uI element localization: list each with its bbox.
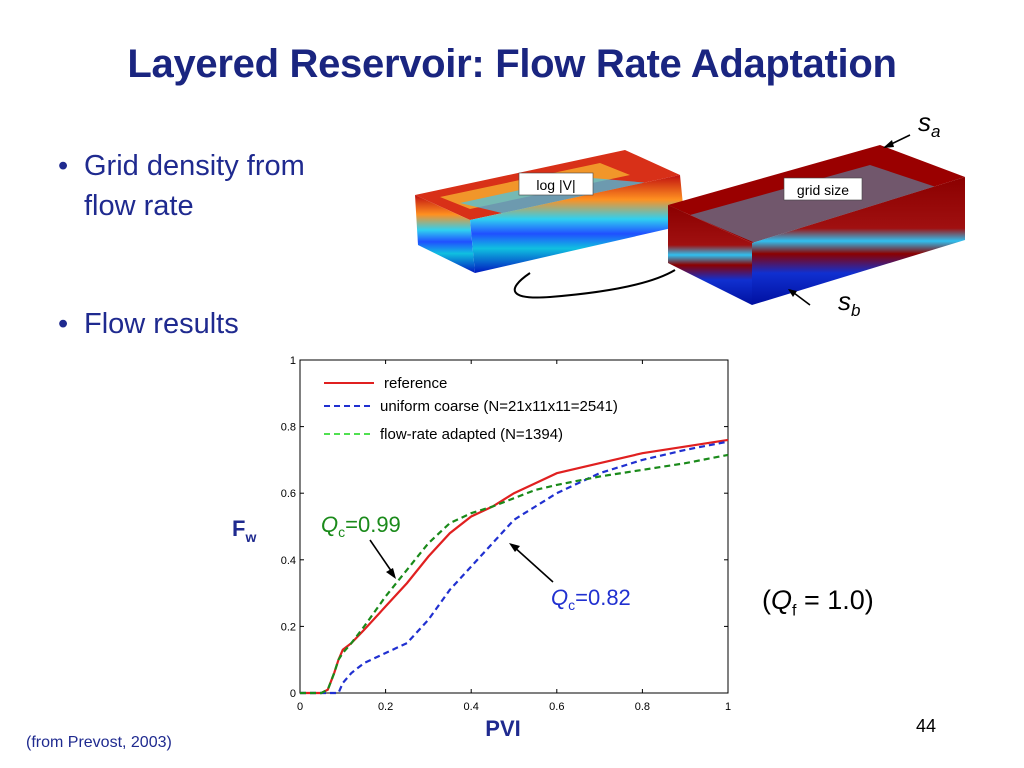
x-tick-label: 1 [725,701,731,713]
x-tick-label: 0 [297,701,303,713]
connector-curve [513,269,676,299]
bullet-1-line-1: Grid density from [84,150,305,182]
y-tick-label: 1 [290,355,296,367]
annotation-adapted: Qc=0.99 [321,512,401,540]
series-lines [300,438,729,695]
bullet-flow-results: • Flow results [58,304,388,344]
x-tick-label: 0.8 [635,701,650,713]
sa-label: sa [918,107,940,141]
reservoir-images: log |V| grid size sa sb [415,107,965,320]
x-tick-label: 0.6 [549,701,564,713]
fine-grid-quality: (Qf = 1.0) [762,585,874,620]
y-tick-label: 0 [290,688,296,700]
series-line-2 [300,440,729,695]
y-tick-label: 0.2 [281,621,296,633]
bullet-dot: • [58,150,69,182]
y-tick-label: 0.4 [281,555,296,567]
series-line-3 [300,453,729,695]
x-tick-label: 0.4 [464,701,479,713]
y-axis-label: Fw [232,516,256,545]
legend-label: reference [384,375,447,392]
page-number: 44 [916,716,937,736]
velocity-image: log |V| [415,150,685,273]
y-tick-label: 0.6 [281,488,296,500]
legend-label: uniform coarse (N=21x11x11=2541) [380,398,618,415]
annotation-adapted-arrow [369,539,395,576]
legend-label: flow-rate adapted (N=1394) [380,426,563,443]
x-tick-label: 0.2 [378,701,393,713]
grid-size-image: grid size [668,145,965,305]
annotation-coarse: Qc=0.82 [551,585,631,613]
bullet-grid-density: • Grid density from flow rate [58,146,388,226]
sb-label: sb [838,286,860,320]
annotation-coarse-arrow [512,545,554,583]
y-tick-label: 0.8 [281,422,296,434]
chart-legend: reference uniform coarse (N=21x11x11=2541… [324,375,618,443]
fractional-flow-chart: 0 0.2 0.4 0.6 0.8 1 0 0.2 0.4 0.6 0.8 1 reference un… [232,355,731,741]
bullet-1-line-2: flow rate [84,190,194,222]
bullet-dot: • [58,308,69,340]
plot-frame [299,359,729,694]
axis-ticks: 0 0.2 0.4 0.6 0.8 1 0 0.2 0.4 0.6 0.8 1 [281,355,731,713]
source-credit: (from Prevost, 2003) [26,734,172,751]
bullet-2-text: Flow results [84,308,239,340]
slide-title: Layered Reservoir: Flow Rate Adaptation [127,42,897,86]
right-image-label: grid size [797,182,849,198]
left-image-label: log |V| [536,177,575,193]
x-axis-label: PVI [485,716,520,741]
